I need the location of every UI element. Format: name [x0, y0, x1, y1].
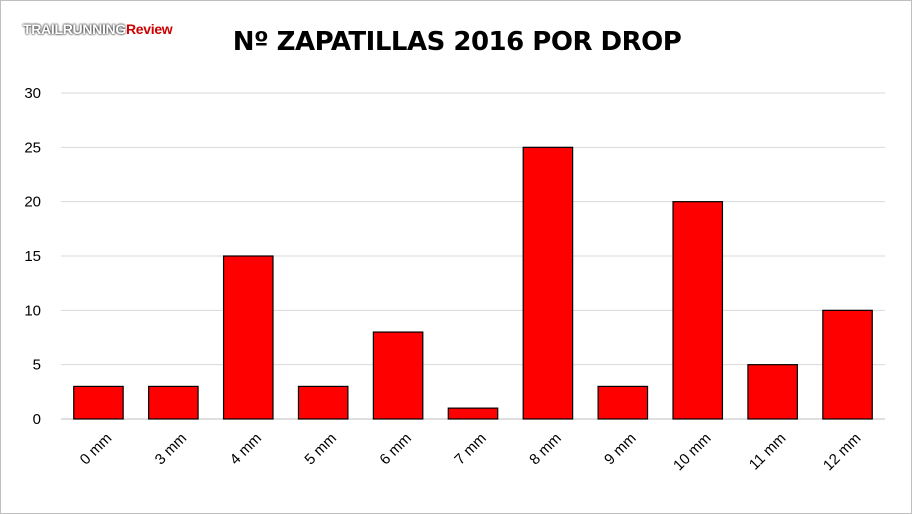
bar — [297, 385, 349, 420]
bar — [148, 385, 199, 420]
y-tick-label: 30 — [24, 85, 41, 102]
y-tick-label: 5 — [33, 357, 41, 374]
x-tick-label: 9 mm — [601, 430, 640, 469]
bar — [372, 331, 424, 420]
x-tick-label: 4 mm — [227, 430, 266, 469]
bar — [747, 364, 798, 420]
trailrunning-review-logo: TRAILRUNNINGReview — [23, 21, 173, 37]
y-tick-label: 0 — [33, 411, 41, 428]
y-tick-label: 15 — [24, 248, 41, 265]
y-tick-label: 10 — [24, 302, 41, 319]
y-tick-label: 25 — [24, 139, 41, 156]
bar — [222, 255, 274, 420]
x-tick-label: 6 mm — [376, 430, 415, 469]
bar — [597, 385, 649, 420]
chart-title: Nº ZAPATILLAS 2016 POR DROP — [232, 27, 682, 57]
bar — [522, 146, 574, 420]
x-tick-label: 11 mm — [746, 430, 790, 474]
x-tick-label: 10 mm — [670, 430, 714, 474]
y-tick-label: 20 — [24, 194, 41, 211]
x-tick-label: 8 mm — [526, 430, 565, 469]
bar — [73, 385, 124, 420]
x-tick-label: 5 mm — [301, 430, 340, 469]
bar — [447, 407, 499, 420]
bar — [822, 309, 873, 420]
x-tick-label: 12 mm — [820, 430, 864, 474]
x-tick-label: 3 mm — [152, 430, 191, 469]
x-tick-label: 0 mm — [77, 430, 116, 469]
x-tick-label: 7 mm — [451, 430, 490, 469]
bar — [672, 201, 724, 420]
